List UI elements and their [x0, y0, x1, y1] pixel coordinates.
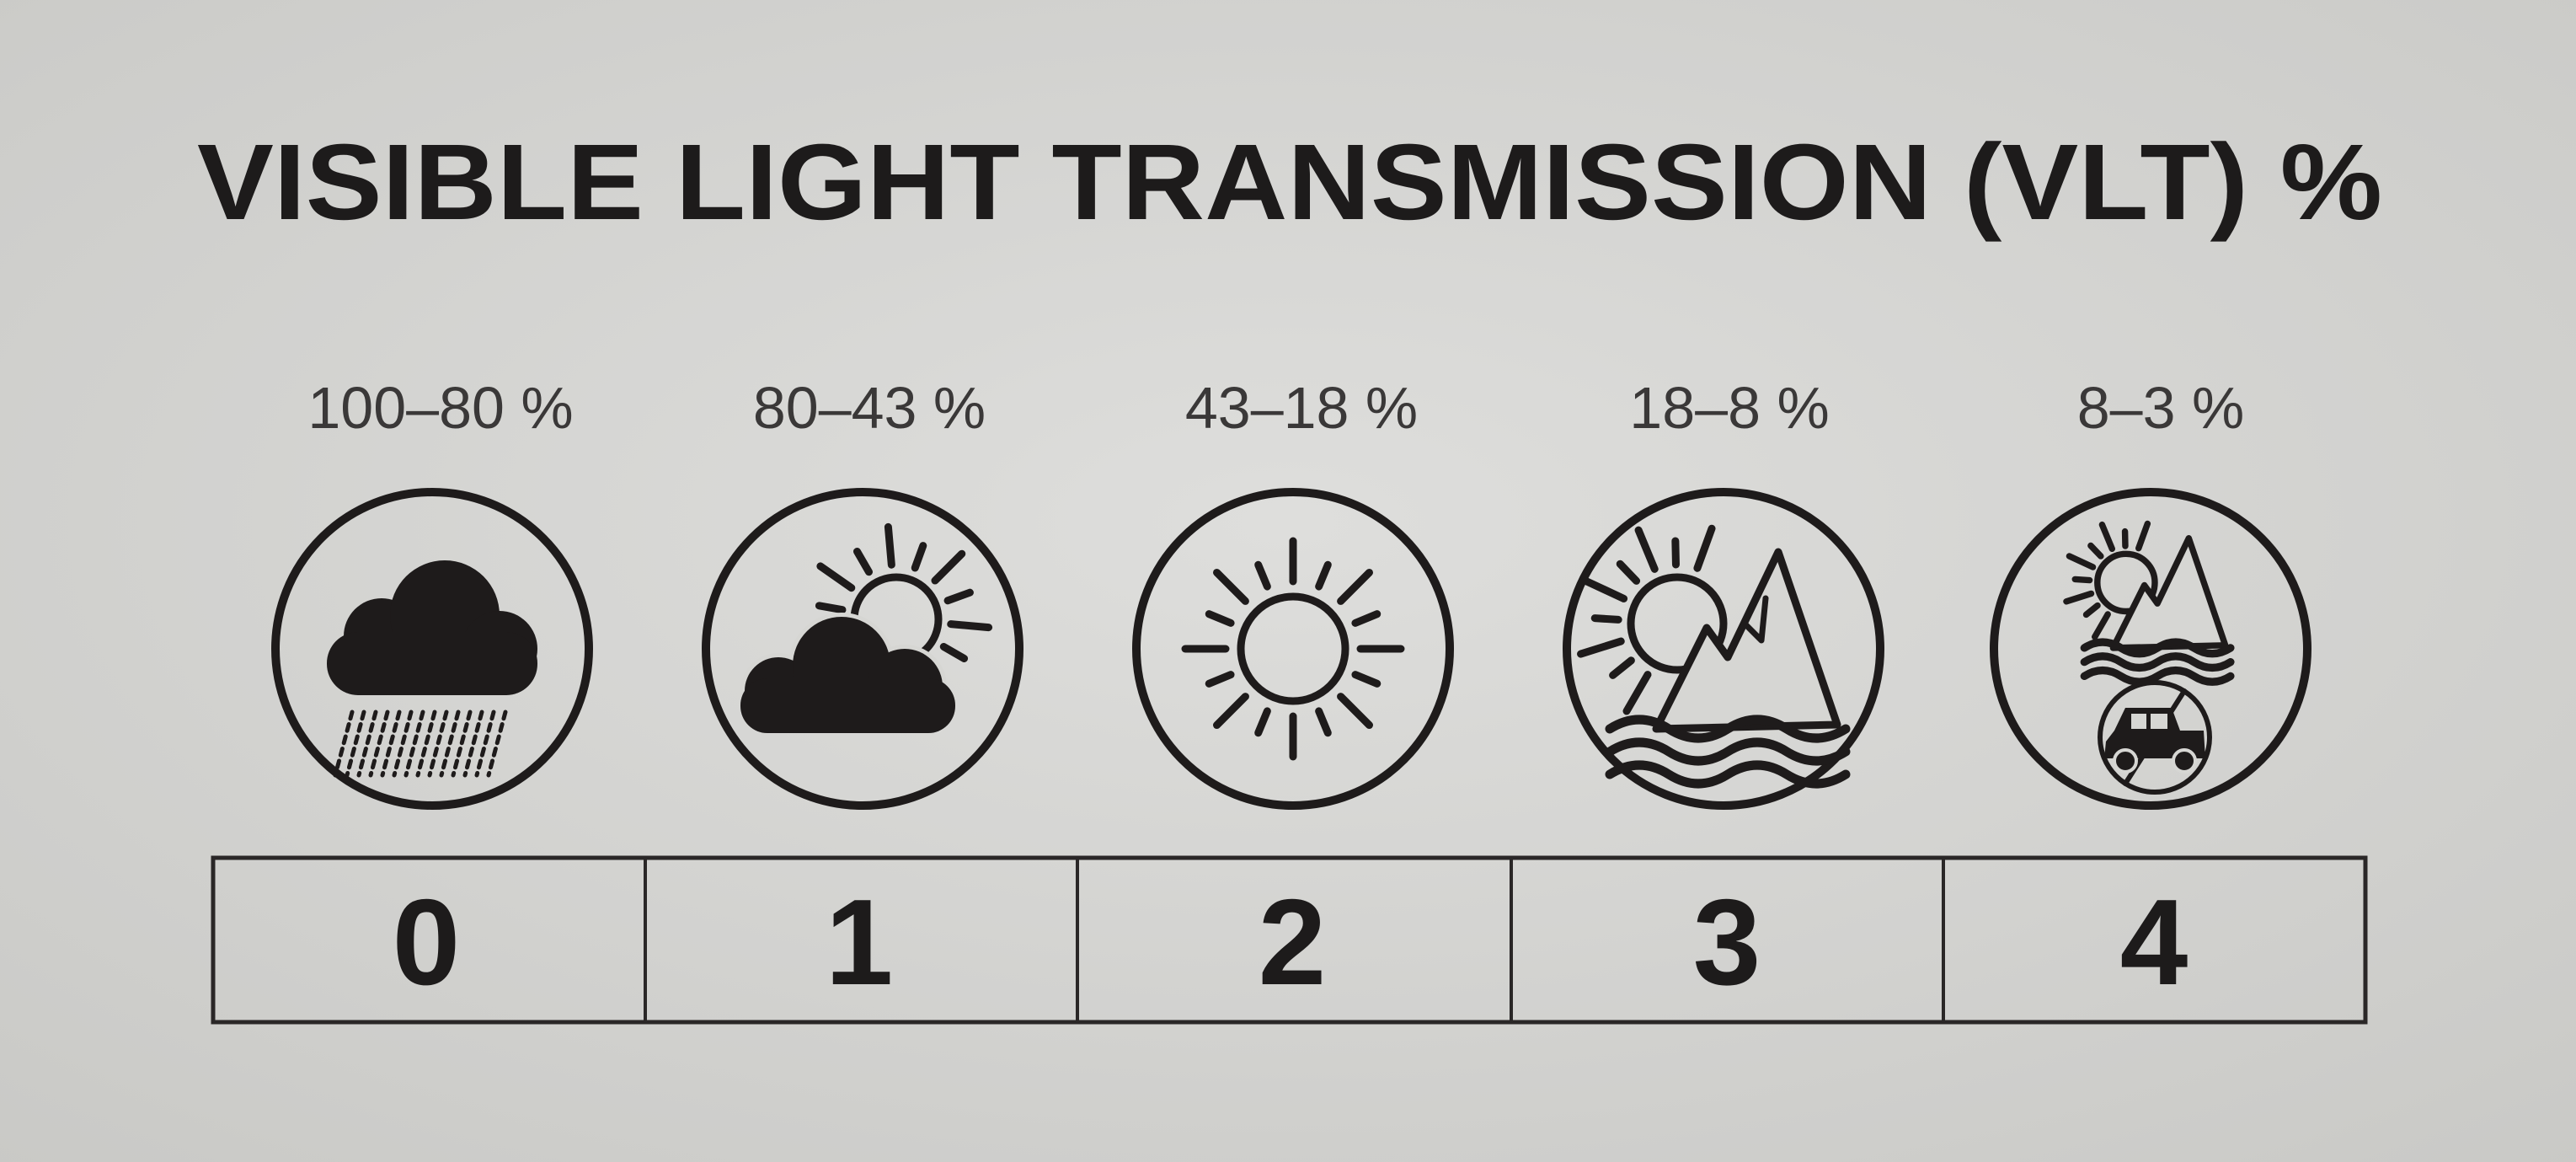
sun-ray — [1351, 671, 1382, 688]
sun-icon — [1132, 488, 1454, 810]
sun-ray — [911, 542, 927, 572]
rain-drop — [486, 710, 508, 778]
sun-ray — [1205, 610, 1235, 627]
sun-behind-cloud-icon — [702, 488, 1023, 810]
sun-ray — [1609, 656, 1635, 679]
sun-ray — [1315, 560, 1332, 591]
rain-cloud-icon — [271, 488, 593, 810]
sun-ray — [1671, 537, 1680, 569]
sun-ray — [816, 562, 856, 592]
sun-ray — [943, 588, 974, 605]
sun-ray — [2135, 520, 2151, 552]
range-label-4: 8–3 % — [2077, 375, 2244, 441]
sun-ray — [1254, 707, 1271, 737]
sun-ray — [1577, 637, 1625, 658]
sun-ray — [1351, 610, 1382, 627]
sun-ray — [1212, 568, 1249, 605]
category-1: 1 — [826, 874, 894, 1010]
sun-ray — [2071, 576, 2093, 584]
sun-ray — [1254, 560, 1271, 591]
sun-ray — [1616, 560, 1641, 585]
range-label-2: 43–18 % — [1185, 375, 1418, 441]
sun-ray — [1212, 693, 1249, 730]
category-4: 4 — [2120, 874, 2189, 1010]
sun-ray — [2098, 521, 2116, 553]
sun-ray — [939, 643, 969, 662]
sun-ray — [1590, 614, 1622, 624]
sun-ray — [2087, 542, 2104, 560]
range-label-3: 18–8 % — [1629, 375, 1829, 441]
rain-drop — [415, 710, 437, 778]
rain-drop — [356, 710, 378, 778]
rain-drop — [333, 710, 355, 778]
rain-drop — [439, 710, 461, 778]
range-label-0: 100–80 % — [307, 375, 573, 441]
sun-ray — [2066, 553, 2097, 570]
sun-ray — [2063, 590, 2095, 605]
category-0: 0 — [393, 874, 461, 1010]
rain-drop — [345, 710, 366, 778]
sun-mountain-water-icon — [1563, 488, 1884, 810]
sun-ray — [1205, 671, 1235, 688]
rain-drop — [380, 710, 402, 778]
category-table: 0 1 2 3 4 — [211, 855, 2368, 1025]
page-title: VISIBLE LIGHT TRANSMISSION (VLT) % — [197, 122, 2382, 243]
rain-drop — [462, 710, 484, 778]
category-3: 3 — [1693, 874, 1761, 1010]
sun-ray — [815, 602, 847, 614]
sun-ray — [1693, 524, 1716, 572]
rain-drop — [474, 710, 496, 778]
sun-ray — [2082, 602, 2101, 618]
sun-ray — [1581, 576, 1628, 602]
sun-ray — [884, 522, 895, 569]
rain-drop — [368, 710, 390, 778]
sun-ray — [2091, 611, 2111, 640]
range-label-1: 80–43 % — [753, 375, 986, 441]
category-2: 2 — [1259, 874, 1327, 1010]
sun-mountain-water-no-driving-icon — [1990, 488, 2311, 810]
sun-ray — [1622, 671, 1652, 715]
rain-drop — [427, 710, 449, 778]
rain-drop — [392, 710, 414, 778]
sun-ray — [947, 620, 993, 632]
sun-ray — [1337, 693, 1374, 730]
sun-ray — [931, 549, 966, 585]
rain-drop — [451, 710, 473, 778]
sun-ray — [1315, 707, 1332, 737]
no-driving-icon — [2098, 680, 2212, 795]
rain-drop — [404, 710, 425, 778]
sun-ray — [1337, 568, 1374, 605]
sun-ray — [1634, 526, 1659, 573]
sun-ray — [853, 547, 873, 576]
